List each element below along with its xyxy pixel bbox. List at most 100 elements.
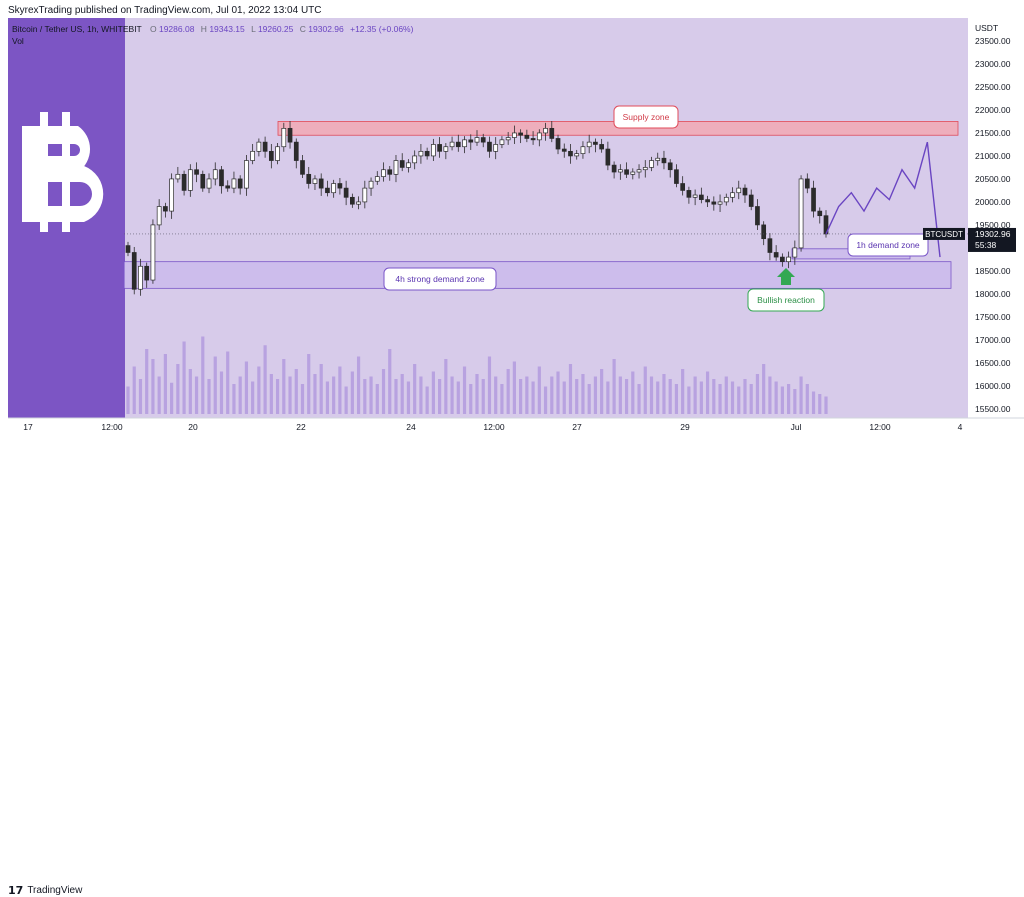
volume-bar [188,369,192,414]
candle-body [206,178,212,189]
supply-zone-label-box [613,105,679,129]
demand-4h-label: 4h strong demand zone [395,274,485,284]
volume-bar [668,379,672,414]
price-chart[interactable]: Supply zone 4h strong demand zone 1h deman… [0,0,1024,440]
candle-body [543,127,548,134]
candle-body [325,187,330,194]
price-tick-label: 20000.00 [975,197,1011,207]
volume-bar [662,374,666,414]
price-tick-label: 23500.00 [975,36,1011,46]
candle-body [281,127,287,148]
candle-body [262,141,268,152]
candle-body [549,127,555,139]
candle-body [125,245,131,253]
candle-body [512,132,517,138]
tradingview-mark-icon: 17 [8,884,24,897]
candle-body [780,256,785,263]
candle-body [175,173,181,180]
volume-bar [487,356,492,414]
bar-countdown: 55:38 [975,240,997,250]
candle-body [287,127,293,143]
volume-bar [138,379,143,414]
volume-bar [213,356,217,414]
volume-bar [388,349,392,414]
volume-bar [413,364,417,414]
candle-body [499,139,505,145]
volume-bar [145,349,149,414]
volume-legend: Vol [12,36,24,46]
price-axis[interactable] [968,18,1024,418]
time-tick-label: 20 [188,422,198,432]
volume-bar [182,341,186,414]
candle-body [636,169,642,173]
candle-body [593,141,598,145]
close-label: C [300,24,306,34]
candle-body [699,194,704,200]
last-price-label: 19302.96 [975,229,1011,239]
candle-body [393,160,399,175]
volume-bar [344,386,348,414]
volume-bar [406,381,411,414]
volume-bar [431,371,435,414]
volume-bar [556,371,560,414]
volume-bar [238,376,242,414]
candle-body [792,247,798,258]
close-value: 19302.96 [308,24,344,34]
candle-body [455,141,461,148]
candle-body [194,169,199,175]
candle-body [655,157,661,161]
bullish-reaction-label: Bullish reaction [757,295,815,305]
volume-bar [512,361,516,414]
volume-bar [799,376,803,414]
low-value: 19260.25 [258,24,294,34]
candle-body [723,196,729,203]
volume-bar [313,374,317,414]
volume-bar [811,391,816,414]
candle-body [530,138,536,141]
candle-body [250,150,255,161]
candle-body [138,265,143,290]
volume-bar [307,354,311,414]
candle-body [181,173,187,191]
candle-body [680,183,686,191]
volume-bar [151,359,155,414]
candle-body [705,199,710,203]
candle-body [387,169,393,175]
candle-body [474,137,480,143]
candle-body [742,187,748,196]
candle-body [804,178,810,189]
candle-body [586,141,592,148]
bottom-bar: 17 TradingView [0,440,1024,897]
price-tick-label: 16500.00 [975,358,1011,368]
volume-bar [562,381,566,414]
candle-body [337,183,343,189]
volume-bar [419,376,423,414]
volume-bar [319,364,323,414]
volume-bar [444,359,448,414]
candle-body [293,141,299,161]
volume-bar [600,369,604,414]
candle-body [144,265,150,281]
candle-body [786,256,791,263]
volume-bar [805,384,809,414]
tradingview-logo[interactable]: 17 TradingView [8,884,82,897]
currency-label: USDT [975,23,998,33]
time-tick-label: 17 [23,422,33,432]
volume-bar [531,381,535,414]
volume-bar [768,376,772,414]
chart-legend: Bitcoin / Tether US, 1h, WHITEBIT O 1928… [12,24,414,46]
volume-bar [774,381,778,414]
volume-bar [481,379,485,414]
candle-body [300,160,305,175]
volume-bar [643,366,647,414]
candle-body [406,162,411,168]
candle-body [605,148,611,166]
volume-bar [656,381,660,414]
candle-body [574,153,580,157]
open-label: O [150,24,157,34]
candle-body [630,171,636,175]
candle-body [674,169,679,184]
time-tick-label: 27 [572,422,582,432]
volume-bar [705,371,710,414]
candle-body [555,138,561,150]
